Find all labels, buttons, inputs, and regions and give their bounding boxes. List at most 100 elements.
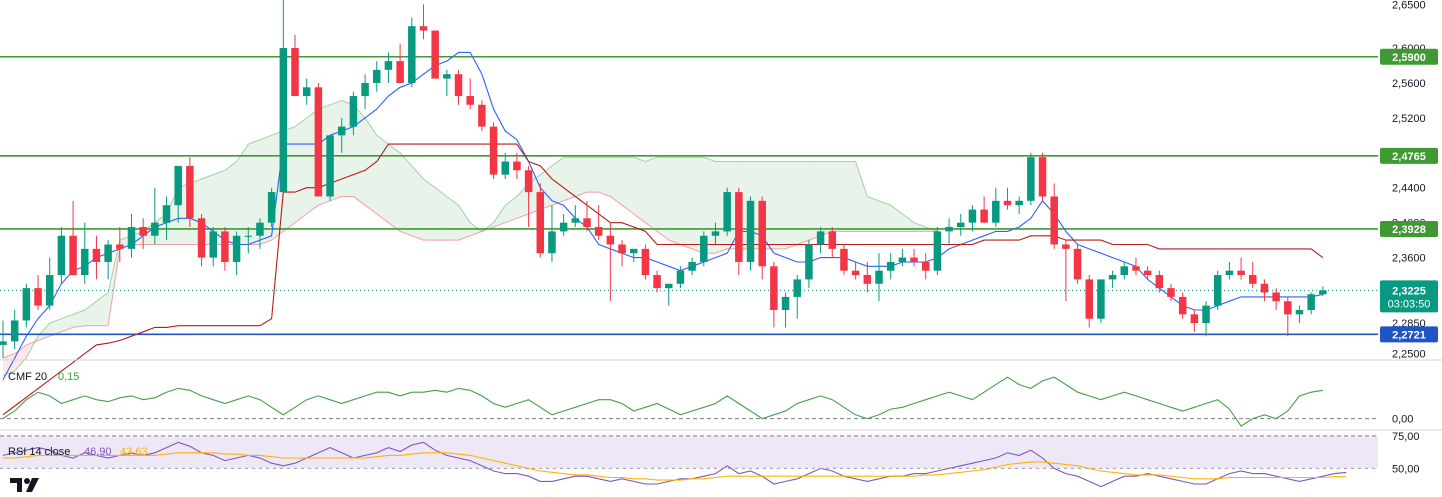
candle-down — [116, 244, 124, 249]
candle-up — [945, 227, 953, 232]
rsi_ma-line — [3, 452, 1347, 481]
candle-down — [419, 26, 428, 31]
candle-up — [1202, 305, 1210, 324]
resistance-level-label: 2,4765 — [1392, 151, 1426, 163]
candle-up — [443, 74, 451, 79]
resistance-level-label: 2,3928 — [1392, 224, 1426, 236]
candle-up — [723, 192, 731, 232]
cloud-segment — [108, 240, 120, 326]
candle-up — [361, 82, 369, 97]
price-tick-label: 2,2500 — [1392, 349, 1426, 361]
candle-up — [267, 192, 276, 223]
cmf-legend-value: 0,15 — [58, 371, 79, 383]
cmf-axis-label: 0,00 — [1392, 414, 1413, 426]
candle-up — [688, 261, 696, 271]
candle-down — [758, 200, 766, 267]
candle-up — [746, 200, 755, 262]
candle-up — [1120, 266, 1129, 276]
cloud-segment — [248, 139, 260, 245]
candle-down — [594, 227, 603, 236]
candle-down — [1085, 279, 1093, 319]
candle-down — [583, 218, 591, 228]
cloud-segment — [38, 323, 50, 341]
candle-up — [256, 222, 264, 236]
candle-down — [69, 235, 77, 276]
cmf-legend-name: CMF 20 — [8, 371, 47, 383]
candle-down — [478, 104, 486, 127]
tradingview-logo-icon — [10, 478, 39, 492]
candle-up — [279, 48, 288, 193]
candle-up — [0, 341, 7, 345]
candle-down — [1237, 270, 1245, 276]
candle-up — [1295, 309, 1304, 315]
candle-up — [1097, 279, 1105, 319]
candle-down — [1062, 244, 1070, 249]
candle-down — [1178, 296, 1187, 315]
candle-down — [735, 192, 743, 262]
cloud-segment — [633, 157, 646, 223]
cloud-segment — [458, 205, 471, 241]
price-tick-label: 2,3600 — [1392, 253, 1426, 265]
candle-down — [1190, 314, 1199, 324]
candle-down — [1249, 275, 1257, 284]
cloud-segment — [213, 170, 225, 245]
candle-up — [1319, 290, 1327, 295]
cloud-segment — [551, 157, 564, 206]
candle-up — [1027, 157, 1035, 201]
candle-down — [980, 209, 988, 223]
candle-up — [232, 235, 241, 262]
candle-up — [244, 235, 253, 237]
cloud-segment — [435, 187, 447, 241]
candle-down — [396, 61, 404, 83]
kijun-line — [2, 143, 1324, 416]
rsi-legend-value: 46,90 — [84, 446, 112, 458]
price-tick-label: 2,5200 — [1392, 113, 1426, 125]
candle-up — [629, 248, 638, 254]
cloud-segment — [353, 104, 366, 206]
candle-up — [665, 283, 673, 289]
rsi-axis-label: 50,00 — [1392, 463, 1420, 475]
rsi-axis-label: 75,00 — [1392, 431, 1420, 443]
rsi-legend-name: RSI 14 close — [8, 446, 70, 458]
support-level-label: 2,2721 — [1392, 329, 1426, 341]
candle-up — [548, 231, 556, 254]
cloud-segment — [61, 314, 74, 332]
candle-down — [910, 257, 918, 262]
candle-down — [186, 165, 194, 219]
candle-down — [618, 244, 626, 254]
resistance-level-label: 2,5900 — [1392, 52, 1426, 64]
candle-up — [22, 288, 31, 321]
cloud-segment — [224, 161, 237, 245]
candle-down — [139, 227, 147, 236]
candle-up — [57, 235, 66, 276]
cloud-segment — [73, 309, 85, 328]
candle-up — [559, 222, 568, 232]
candle-up — [302, 87, 311, 97]
candle-up — [875, 270, 883, 284]
candle-down — [1272, 292, 1280, 302]
candle-up — [349, 96, 358, 127]
candle-up — [1108, 275, 1117, 280]
candle-up — [408, 26, 416, 83]
cloud-segment — [610, 157, 623, 206]
cloud-segment — [797, 161, 809, 245]
candle-up — [174, 165, 182, 206]
price-tick-label: 2,5600 — [1392, 78, 1426, 90]
cloud-span-a-line — [2, 99, 938, 376]
candle-up — [1015, 200, 1023, 206]
candle-down — [524, 170, 533, 193]
cloud-segment — [575, 157, 587, 197]
candle-up — [209, 231, 217, 258]
cloud-span-b-line — [2, 191, 938, 359]
cloud-segment — [808, 161, 821, 241]
cloud-segment — [295, 117, 307, 223]
candle-up — [326, 135, 334, 197]
cloud-segment — [657, 157, 669, 241]
candle-down — [536, 192, 545, 254]
candle-up — [127, 227, 136, 249]
price-tick-label: 2,4400 — [1392, 183, 1426, 195]
candle-up — [992, 200, 1000, 223]
cloud-segment — [563, 157, 576, 201]
candle-countdown-label: 03:03:50 — [1388, 298, 1431, 310]
